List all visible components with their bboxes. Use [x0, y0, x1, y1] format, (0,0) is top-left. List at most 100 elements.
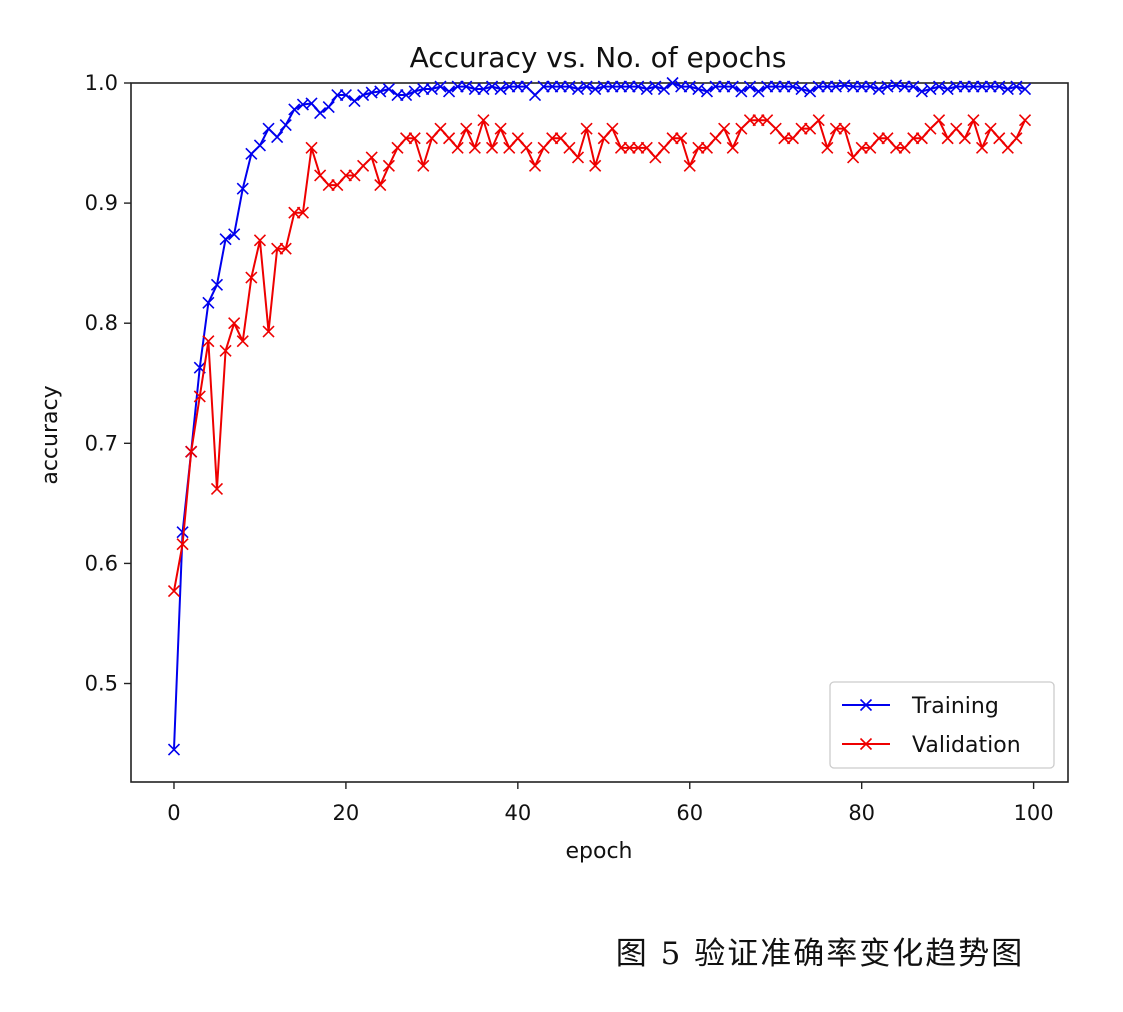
training-point — [537, 80, 550, 93]
training-point — [1001, 82, 1014, 96]
training-point — [1018, 82, 1032, 96]
validation-point — [477, 114, 490, 127]
validation-point — [821, 141, 834, 154]
training-point — [812, 80, 825, 93]
validation-point — [167, 584, 181, 598]
training-point — [167, 743, 181, 756]
training-point — [228, 228, 241, 241]
validation-point — [271, 242, 284, 255]
training-point — [640, 82, 653, 96]
training-point — [855, 80, 868, 93]
validation-point — [417, 159, 430, 172]
training-point — [210, 278, 224, 291]
training-point — [872, 82, 885, 96]
training-point — [743, 80, 757, 93]
training-point — [967, 80, 980, 93]
training-point — [657, 82, 671, 96]
training-point — [374, 85, 387, 98]
x-tick-label: 0 — [167, 801, 180, 825]
x-tick-label: 40 — [504, 801, 531, 825]
validation-point — [296, 206, 309, 219]
validation-point — [236, 335, 249, 348]
training-point — [485, 80, 499, 93]
series-training — [167, 76, 1032, 756]
y-tick-label: 0.5 — [85, 672, 118, 696]
x-tick-label: 20 — [333, 801, 360, 825]
validation-point — [245, 271, 258, 284]
validation-point — [460, 122, 473, 135]
training-point — [400, 88, 413, 102]
training-point — [322, 100, 335, 114]
training-point — [761, 80, 774, 93]
y-tick-label: 0.7 — [85, 431, 118, 455]
validation-point — [365, 151, 378, 164]
validation-point — [305, 141, 318, 154]
validation-point — [683, 159, 696, 172]
training-point — [950, 80, 963, 93]
validation-point — [176, 538, 189, 551]
series-layer — [167, 76, 1032, 756]
training-point — [958, 80, 971, 93]
validation-point — [829, 122, 842, 135]
validation-point — [718, 122, 731, 135]
validation-point — [692, 141, 705, 154]
validation-point — [485, 141, 499, 154]
training-point — [271, 130, 284, 144]
validation-point — [795, 122, 808, 135]
validation-point — [855, 141, 868, 154]
validation-point — [262, 325, 275, 338]
training-point — [769, 80, 782, 93]
validation-point — [571, 151, 585, 164]
training-point — [546, 80, 559, 93]
validation-point — [228, 317, 241, 330]
validation-point — [838, 122, 851, 135]
validation-point — [279, 242, 292, 255]
training-point — [597, 80, 610, 93]
series-validation — [167, 114, 1032, 598]
x-axis-ticks: 0 20 40 60 80 100 — [167, 782, 1054, 825]
validation-point — [932, 114, 946, 127]
training-point — [993, 80, 1006, 93]
validation-point — [494, 122, 507, 135]
validation-point — [958, 132, 971, 145]
training-point — [348, 94, 361, 108]
training-point — [451, 80, 464, 93]
training-point — [718, 80, 731, 93]
legend-marker-validation — [859, 737, 873, 751]
training-point — [563, 80, 576, 93]
legend: Training Validation — [829, 681, 1055, 769]
validation-point — [451, 141, 464, 154]
training-point — [700, 85, 714, 98]
figure-caption: 图 5 验证准确率变化趋势图 — [615, 936, 1025, 972]
training-point — [580, 80, 593, 93]
training-point — [494, 82, 507, 96]
legend-items: Training Validation — [842, 694, 1021, 758]
training-point — [941, 82, 954, 96]
training-point — [503, 80, 516, 93]
validation-point — [528, 159, 542, 172]
training-point — [589, 82, 602, 96]
chart-title: Accuracy vs. No. of epochs — [410, 41, 787, 74]
validation-point — [632, 141, 645, 154]
validation-point — [339, 169, 352, 182]
training-point — [924, 82, 937, 96]
validation-point — [185, 445, 198, 458]
validation-point — [975, 141, 989, 154]
legend-marker-training — [859, 698, 873, 712]
training-point — [339, 88, 352, 102]
x-tick-label: 60 — [676, 801, 703, 825]
training-point — [1010, 80, 1023, 93]
validation-point — [382, 159, 395, 172]
training-point — [554, 80, 567, 93]
training-point — [649, 80, 662, 93]
training-point — [253, 139, 267, 152]
x-tick-label: 100 — [1014, 801, 1054, 825]
validation-point — [374, 179, 387, 192]
validation-point — [907, 132, 920, 145]
legend-item-training: Training — [842, 694, 999, 719]
validation-point — [468, 141, 481, 154]
training-point — [468, 82, 481, 96]
training-point — [236, 182, 249, 195]
